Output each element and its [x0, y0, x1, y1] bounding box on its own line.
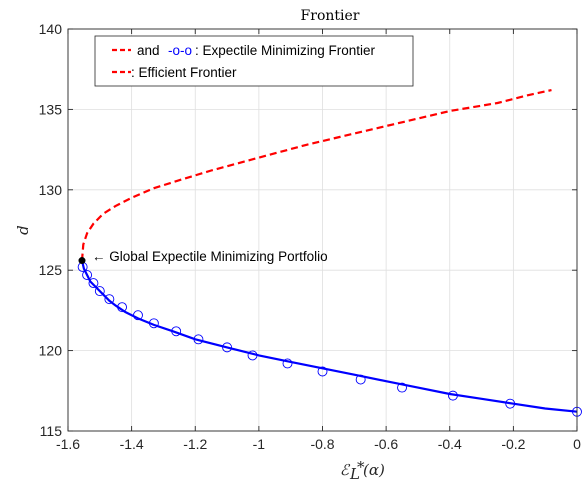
x-tick-label: -1 — [253, 436, 266, 452]
legend-box — [94, 35, 414, 87]
frontier-marker — [193, 334, 204, 345]
x-tick-label: -0.8 — [310, 436, 334, 452]
efficient-frontier-line — [80, 89, 552, 261]
axes — [67, 28, 578, 432]
frontier-marker — [94, 286, 105, 297]
frontier-marker — [88, 278, 99, 289]
legend-item-1-prefix: and — [137, 43, 160, 58]
y-tick-label: 135 — [39, 101, 63, 117]
x-axis-label-superscript: * — [357, 458, 365, 476]
y-tick-label: 115 — [40, 423, 63, 439]
legend-item-1-label: : Expectile Minimizing Frontier — [195, 43, 376, 58]
y-tick-label: 130 — [39, 182, 63, 198]
frontier-marker — [505, 398, 516, 409]
x-tick-label: -0.2 — [501, 436, 525, 452]
frontier-marker — [397, 382, 407, 393]
legend-item-1-marker: -o-o — [168, 43, 192, 58]
x-tick-label: -0.6 — [374, 436, 398, 452]
frontier-marker — [104, 294, 115, 305]
y-tick-label: 120 — [39, 343, 63, 359]
annotation-global-portfolio: ← Global Expectile Minimizing Portfolio — [92, 249, 328, 264]
frontier-marker — [247, 350, 258, 361]
x-tick-label: 0 — [573, 436, 581, 452]
x-tick-label: -1.6 — [56, 436, 80, 452]
frontier-marker — [355, 374, 366, 385]
frontier-marker — [222, 342, 233, 353]
frontier-marker — [171, 326, 182, 337]
frontier-marker — [82, 270, 93, 280]
y-tick-label: 125 — [39, 262, 63, 278]
frontier-marker — [117, 302, 128, 313]
legend: and -o-o : Expectile Minimizing Frontier… — [94, 35, 414, 87]
frontier-marker — [447, 390, 458, 401]
legend-item-2-label: : Efficient Frontier — [131, 65, 237, 80]
frontier-marker — [133, 310, 143, 321]
x-tick-label: -0.4 — [438, 436, 462, 452]
frontier-marker — [317, 366, 328, 377]
x-tick-label: -1.4 — [120, 436, 144, 452]
frontier-marker — [148, 318, 159, 329]
x-axis-label-subscript: L — [349, 465, 360, 483]
x-tick-label: -1.2 — [183, 436, 207, 452]
frontier-marker — [282, 358, 293, 369]
series-layer — [77, 89, 582, 417]
chart-title: Frontier — [301, 8, 360, 24]
x-axis-label-symbol: ℰ — [340, 461, 351, 479]
x-axis-label-argument: (α) — [363, 461, 385, 479]
global-portfolio-point — [78, 257, 86, 265]
tick-labels: -1.6 -1.4 -1.2 -1 -0.8 -0.6 -0.4 -0.2 0 115 120 125… — [39, 21, 581, 452]
y-tick-label: 140 — [39, 21, 63, 37]
y-axis-label: d — [14, 225, 32, 235]
